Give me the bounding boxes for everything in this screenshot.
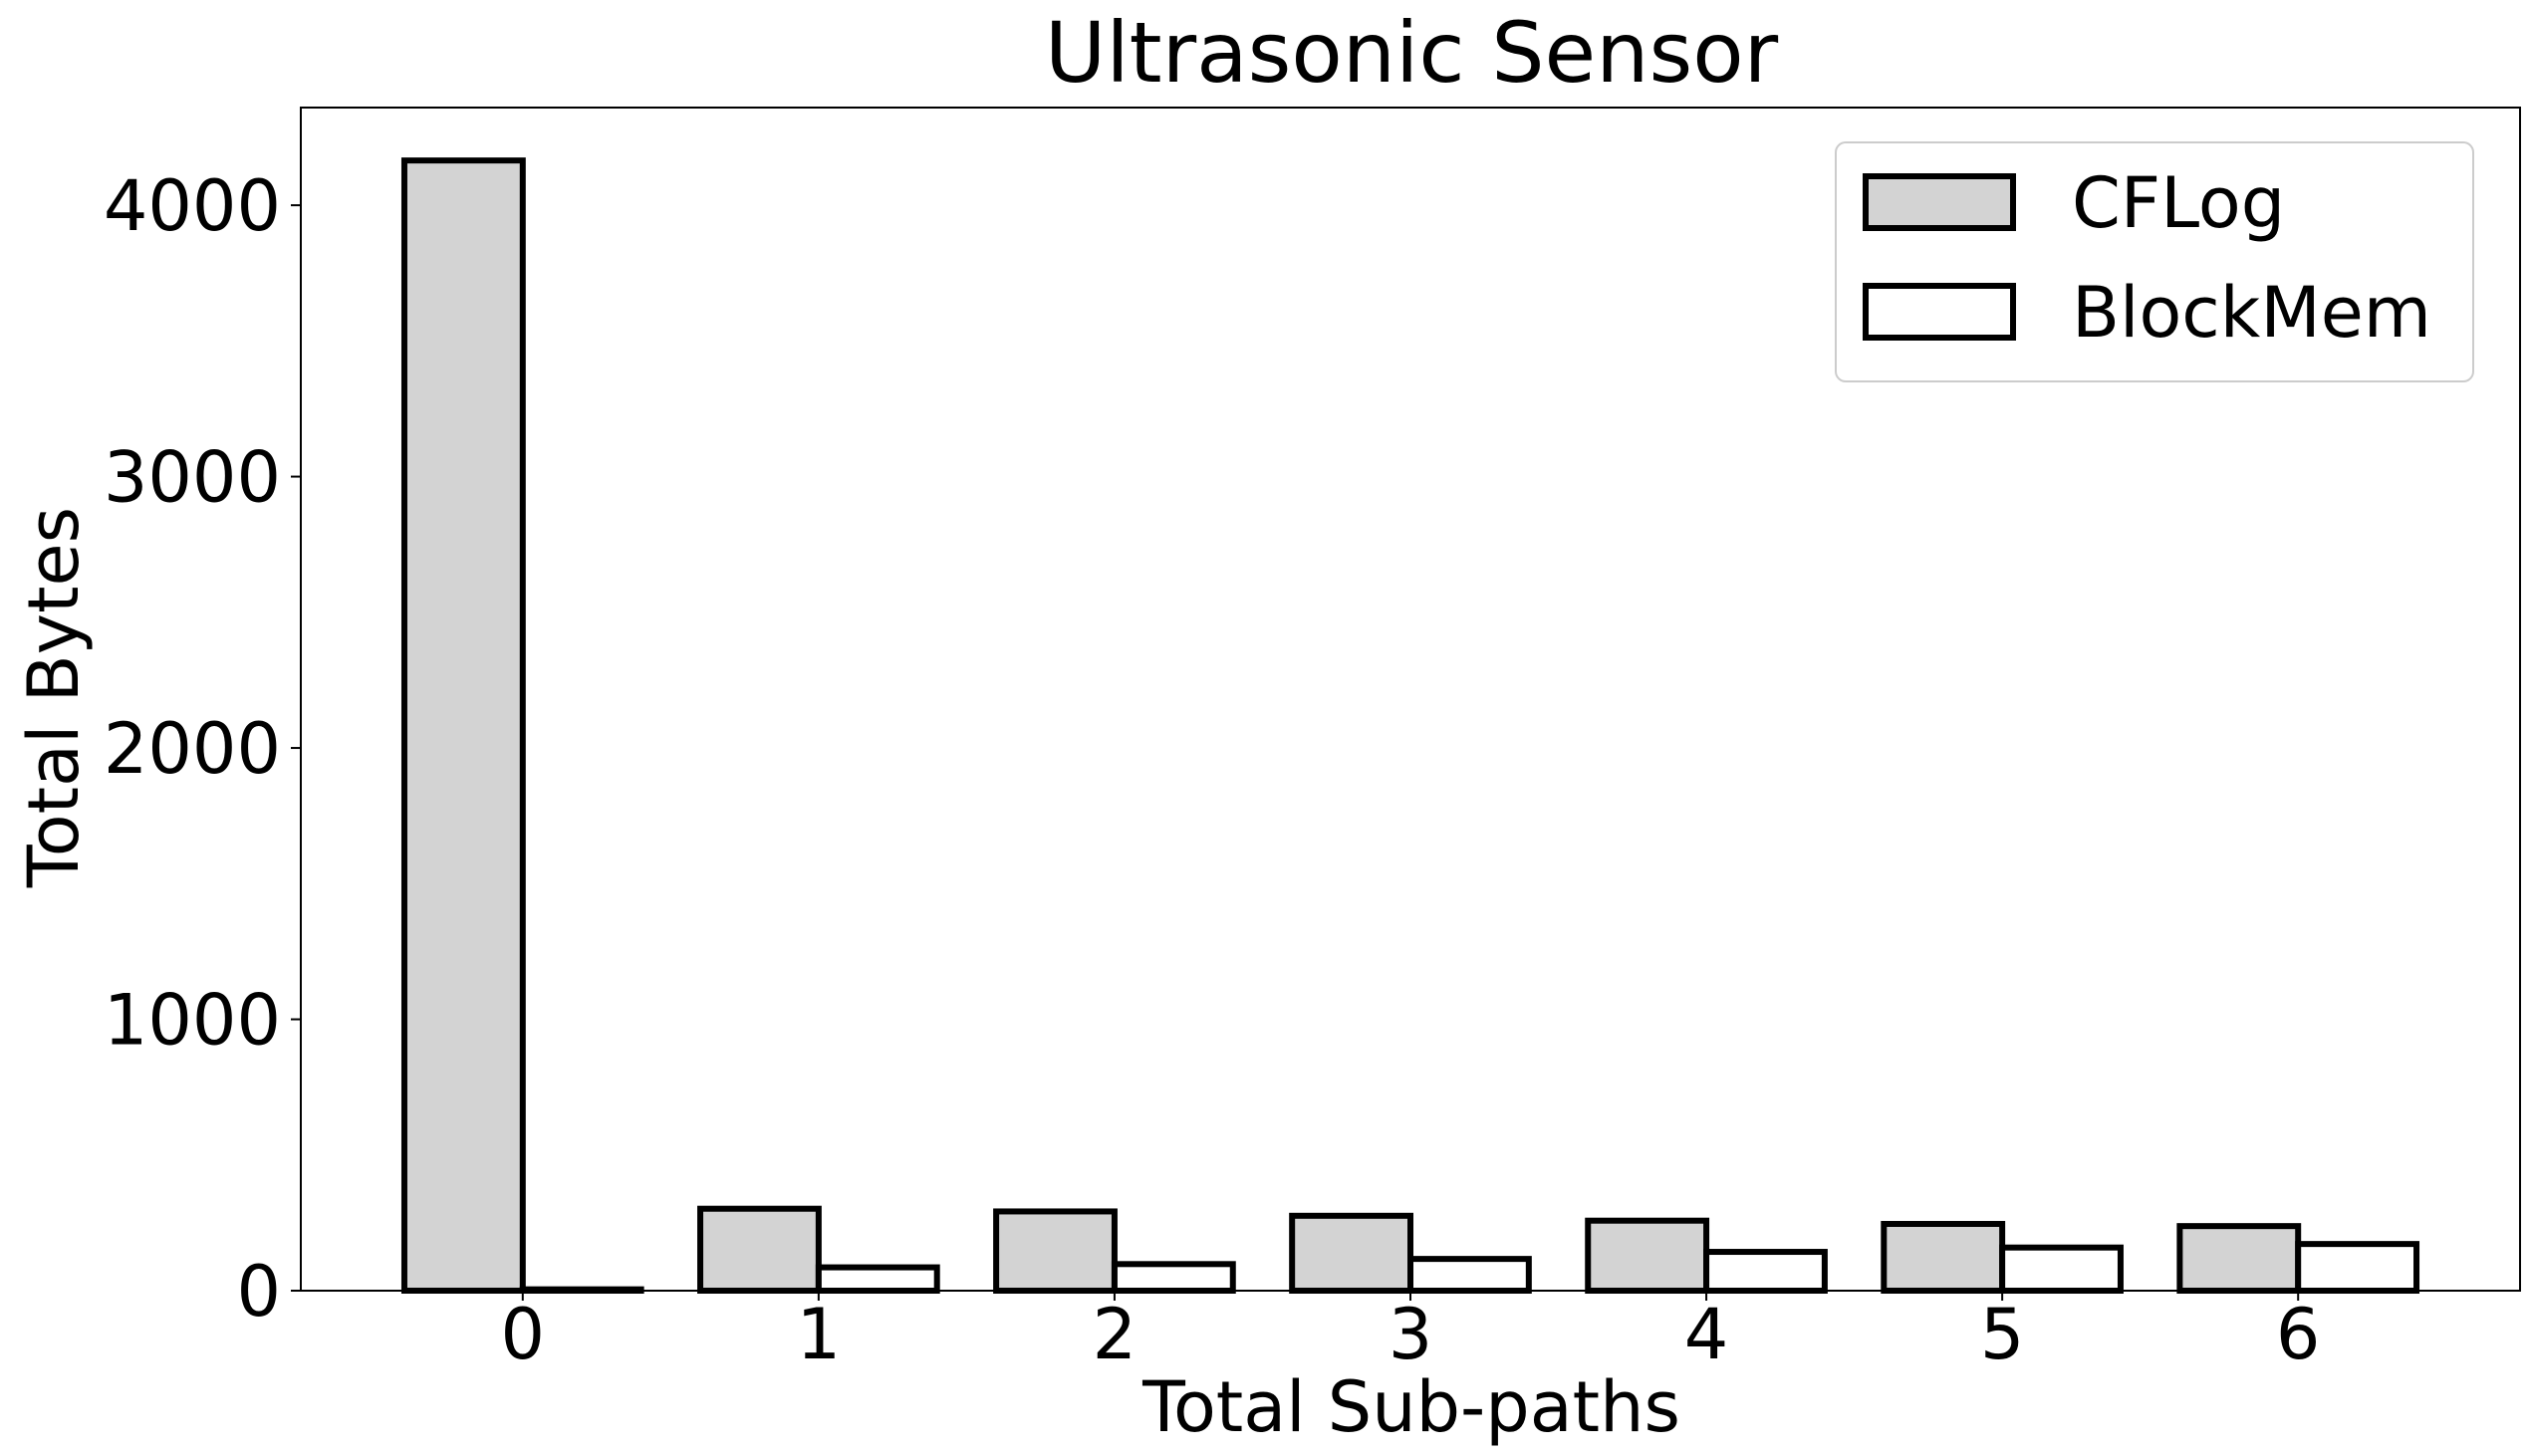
x-tick-label-6: 6 xyxy=(2276,1294,2321,1375)
bar-cflog-3 xyxy=(1289,1212,1414,1295)
y-tick-label-0: 0 xyxy=(236,1251,281,1333)
x-axis-label: Total Sub-paths xyxy=(1141,1366,1680,1448)
x-tick-label-4: 4 xyxy=(1684,1294,1729,1375)
bar-cflog-6 xyxy=(2176,1223,2302,1295)
x-tick-label-5: 5 xyxy=(1980,1294,2025,1375)
bar-cflog-4 xyxy=(1585,1217,1710,1295)
x-tick-label-3: 3 xyxy=(1389,1294,1433,1375)
y-tick-label-3000: 3000 xyxy=(104,437,281,519)
bar-blockmem-3 xyxy=(1407,1256,1532,1295)
bar-cflog-1 xyxy=(697,1205,822,1294)
bar-blockmem-1 xyxy=(815,1264,940,1295)
x-tick-label-0: 0 xyxy=(501,1294,546,1375)
legend-label-cflog: CFLog xyxy=(2072,162,2285,244)
y-tick-label-1000: 1000 xyxy=(104,980,281,1062)
y-tick-label-4000: 4000 xyxy=(104,165,281,247)
bars-layer xyxy=(400,157,2420,1295)
legend-label-blockmem: BlockMem xyxy=(2072,272,2431,354)
bar-cflog-5 xyxy=(1881,1220,2006,1295)
bar-blockmem-2 xyxy=(1111,1261,1236,1294)
x-tick-label-1: 1 xyxy=(797,1294,842,1375)
axes-layer: 0 1 2 3 4 5 6 0 1000 2000 3000 4000 xyxy=(104,107,2521,1375)
x-tick-label-2: 2 xyxy=(1093,1294,1138,1375)
bar-blockmem-4 xyxy=(1703,1249,1828,1294)
y-tick-label-2000: 2000 xyxy=(104,708,281,790)
bar-cflog-0 xyxy=(400,157,526,1294)
legend-swatch-blockmem xyxy=(1863,283,2016,341)
legend: CFLog BlockMem xyxy=(1835,141,2474,382)
bar-blockmem-6 xyxy=(2295,1241,2420,1294)
y-axis-label: Total Bytes xyxy=(13,507,95,888)
bar-blockmem-5 xyxy=(1999,1244,2124,1294)
chart-title: Ultrasonic Sensor xyxy=(1045,4,1779,102)
legend-swatch-cflog xyxy=(1863,173,2016,231)
bar-cflog-2 xyxy=(993,1208,1118,1294)
